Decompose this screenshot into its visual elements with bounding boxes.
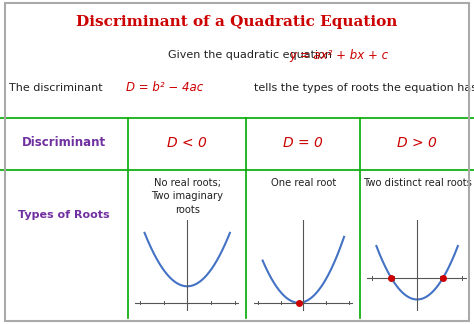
Text: D > 0: D > 0: [397, 135, 437, 150]
Text: Two distinct real roots: Two distinct real roots: [363, 178, 472, 188]
Text: D < 0: D < 0: [167, 135, 207, 150]
Text: Discriminant of a Quadratic Equation: Discriminant of a Quadratic Equation: [76, 15, 398, 29]
Text: y = ax² + bx + c: y = ax² + bx + c: [289, 49, 389, 62]
Text: No real roots;
Two imaginary
roots: No real roots; Two imaginary roots: [151, 178, 223, 214]
Text: Types of Roots: Types of Roots: [18, 210, 110, 220]
Text: D = 0: D = 0: [283, 135, 323, 150]
Text: The discriminant: The discriminant: [9, 83, 103, 93]
Text: tells the types of roots the equation has.: tells the types of roots the equation ha…: [254, 83, 474, 93]
Text: Given the quadratic equation: Given the quadratic equation: [168, 50, 332, 60]
Text: One real root: One real root: [271, 178, 336, 188]
Text: D = b² − 4ac: D = b² − 4ac: [126, 81, 203, 94]
Text: Discriminant: Discriminant: [22, 136, 106, 149]
